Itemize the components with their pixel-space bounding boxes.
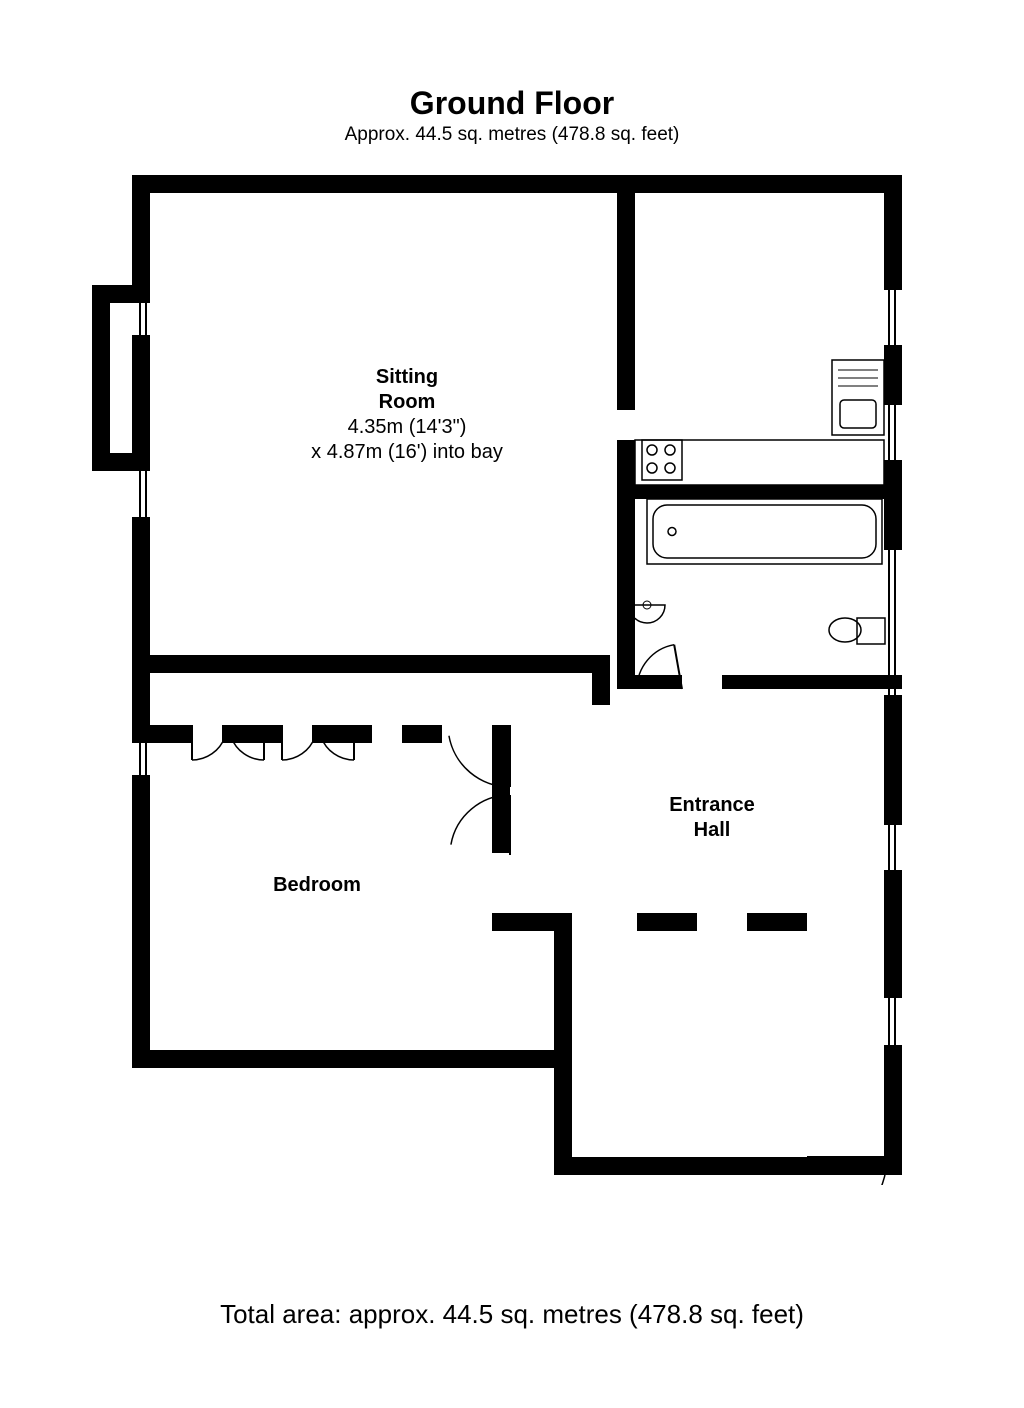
page-subtitle: Approx. 44.5 sq. metres (478.8 sq. feet) [0, 124, 1024, 146]
page-title: Ground Floor [0, 85, 1024, 122]
label-sitting-room: Sitting Room 4.35m (14'3") x 4.87m (16')… [292, 365, 522, 465]
sitting-name-2: Room [292, 390, 522, 415]
label-bedroom: Bedroom [242, 873, 392, 898]
floorplan-page: Ground Floor Approx. 44.5 sq. metres (47… [0, 0, 1024, 1408]
title-block: Ground Floor Approx. 44.5 sq. metres (47… [0, 85, 1024, 146]
floorplan-drawing: Sitting Room 4.35m (14'3") x 4.87m (16')… [92, 175, 932, 1185]
sitting-dims-2: x 4.87m (16') into bay [292, 440, 522, 465]
hall-name-1: Entrance [622, 793, 802, 818]
floorplan-svg [92, 175, 932, 1185]
sitting-dims-1: 4.35m (14'3") [292, 415, 522, 440]
bedroom-name: Bedroom [242, 873, 392, 898]
page-footer: Total area: approx. 44.5 sq. metres (478… [0, 1299, 1024, 1330]
label-entrance-hall: Entrance Hall [622, 793, 802, 843]
sitting-name-1: Sitting [292, 365, 522, 390]
hall-name-2: Hall [622, 818, 802, 843]
